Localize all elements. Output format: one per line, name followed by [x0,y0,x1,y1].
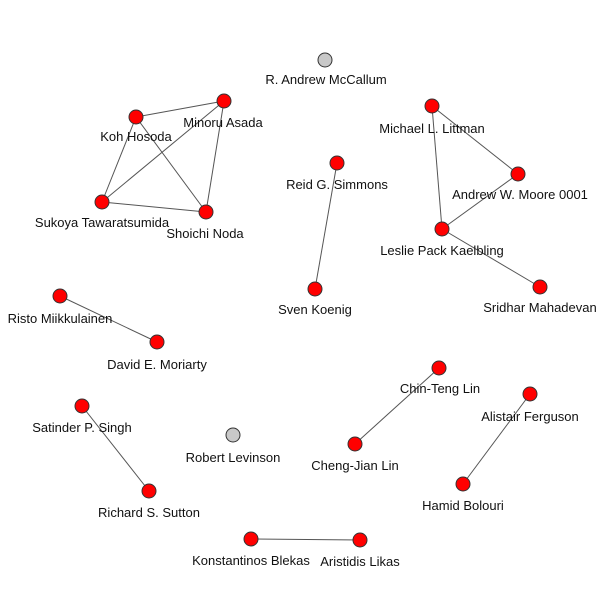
edge-asada-tawara [101,100,225,203]
node-label-moore: Andrew W. Moore 0001 [452,187,588,202]
edge-littman-kaelbling [431,105,443,230]
edge-littman-moore [431,105,519,175]
node-label-mccallum: R. Andrew McCallum [265,72,386,87]
node-label-bolouri: Hamid Bolouri [422,498,504,513]
node-miikkulainen[interactable] [52,288,68,304]
node-noda[interactable] [198,204,214,220]
node-littman[interactable] [424,98,440,114]
node-kaelbling[interactable] [434,221,450,237]
edge-ctlin-cjlin [354,367,440,445]
node-moore[interactable] [510,166,526,182]
node-label-moriarty: David E. Moriarty [107,357,207,372]
node-label-blekas: Konstantinos Blekas [192,553,310,568]
edge-hosoda-asada [135,100,225,118]
node-moriarty[interactable] [149,334,165,350]
edge-blekas-likas [250,538,361,541]
labels-layer: R. Andrew McCallum Koh Hosoda Minoru Asada… [8,72,597,569]
node-likas[interactable] [352,532,368,548]
node-label-ctlin: Chin-Teng Lin [400,381,480,396]
node-label-littman: Michael L. Littman [379,121,485,136]
node-mahadevan[interactable] [532,279,548,295]
node-label-hosoda: Koh Hosoda [100,129,172,144]
node-label-cjlin: Cheng-Jian Lin [311,458,398,473]
edge-asada-noda [205,100,225,213]
node-blekas[interactable] [243,531,259,547]
node-singh[interactable] [74,398,90,414]
node-label-levinson: Robert Levinson [186,450,281,465]
edge-hosoda-tawara [101,116,137,203]
node-label-likas: Aristidis Likas [320,554,400,569]
node-hosoda[interactable] [128,109,144,125]
edge-singh-sutton [81,405,150,492]
edge-hosoda-noda [135,116,207,213]
node-label-simmons: Reid G. Simmons [286,177,388,192]
edge-kaelbling-mahadevan [441,228,541,288]
node-label-tawara: Sukoya Tawaratsumida [35,215,170,230]
node-cjlin[interactable] [347,436,363,452]
node-label-sutton: Richard S. Sutton [98,505,200,520]
edge-ferguson-bolouri [462,393,531,485]
node-label-asada: Minoru Asada [183,115,263,130]
nodes-layer [52,52,548,548]
node-mccallum[interactable] [317,52,333,68]
node-simmons[interactable] [329,155,345,171]
node-label-mahadevan: Sridhar Mahadevan [483,300,596,315]
node-tawara[interactable] [94,194,110,210]
node-asada[interactable] [216,93,232,109]
edge-simmons-koenig [314,162,338,290]
node-label-noda: Shoichi Noda [166,226,244,241]
node-label-ferguson: Alistair Ferguson [481,409,579,424]
node-ctlin[interactable] [431,360,447,376]
edge-miikkulainen-moriarty [59,295,158,343]
node-koenig[interactable] [307,281,323,297]
node-label-koenig: Sven Koenig [278,302,352,317]
edge-moore-kaelbling [441,173,519,230]
node-label-miikkulainen: Risto Miikkulainen [8,311,113,326]
node-levinson[interactable] [225,427,241,443]
edges-layer [59,100,541,541]
node-label-singh: Satinder P. Singh [32,420,132,435]
edge-tawara-noda [101,201,207,213]
node-sutton[interactable] [141,483,157,499]
node-bolouri[interactable] [455,476,471,492]
node-ferguson[interactable] [522,386,538,402]
node-label-kaelbling: Leslie Pack Kaelbling [380,243,504,258]
